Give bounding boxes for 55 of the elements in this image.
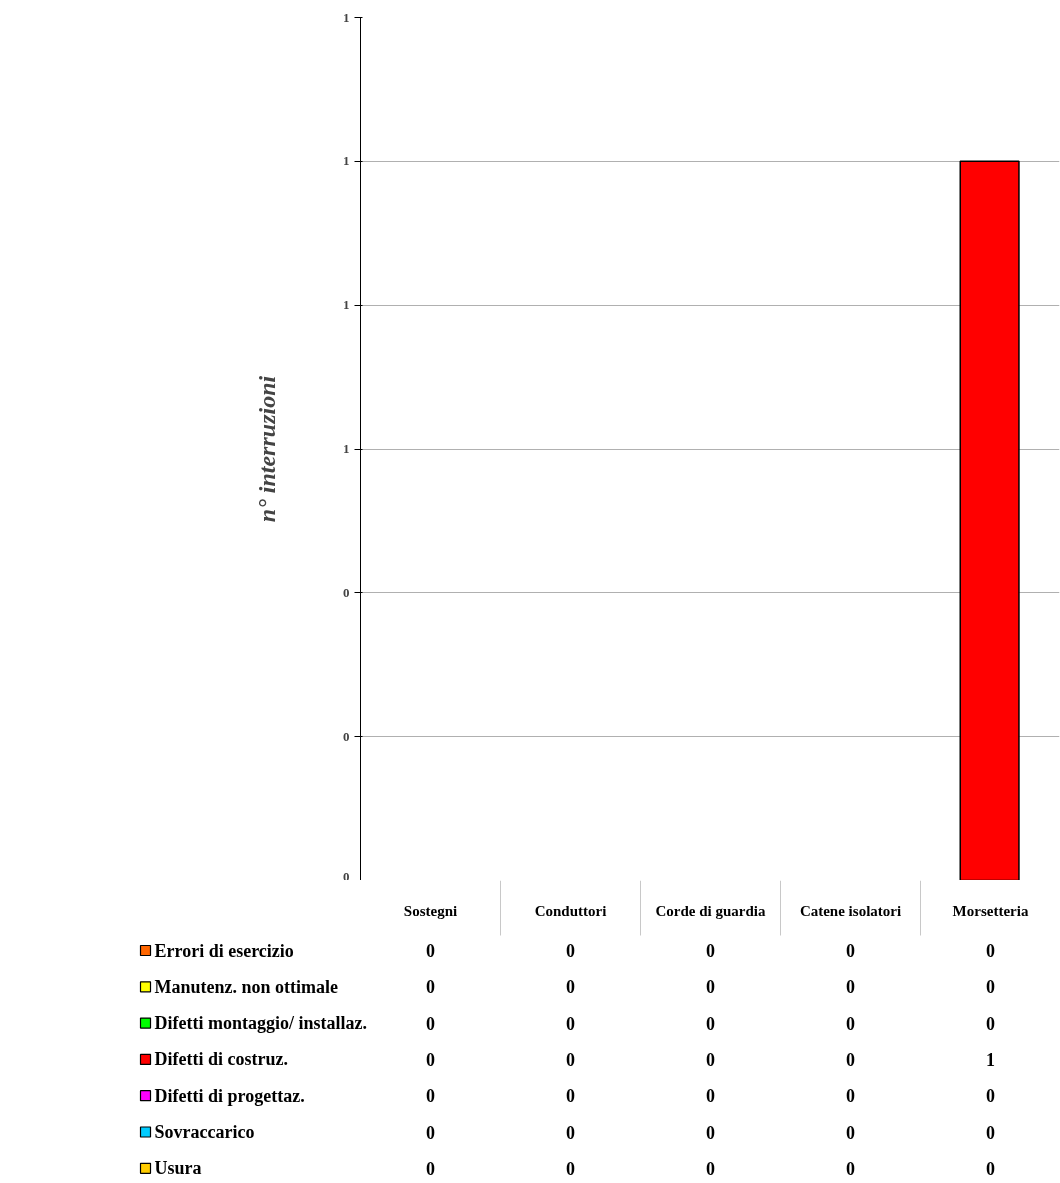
x-tick-label: Catene isolatori [799,902,902,919]
data-label: 0 [986,977,995,998]
data-label: 0 [846,977,855,998]
y-axis-title: n° interruzioni [254,375,280,523]
data-label: 0 [566,1049,575,1070]
data-label: 0 [706,1086,715,1107]
data-label: 0 [426,1013,435,1034]
data-label: 0 [426,1158,435,1179]
data-label: 0 [566,1086,575,1107]
x-tick-label: Sostegni [403,902,458,919]
legend-label: Difetti di costruz. [154,1049,288,1070]
x-tick-label: Morsetteria [952,902,1029,919]
data-label: 0 [426,1086,435,1107]
data-label: 0 [426,941,435,961]
data-label: 0 [986,1013,995,1034]
y-tick-label: 0 [343,728,350,744]
data-label: 0 [986,1086,995,1107]
data-label: 0 [986,1122,995,1143]
data-label: 0 [706,977,715,998]
y-tick-label: 1 [343,297,350,313]
x-tick-label: Corde di guardia [655,902,766,919]
data-label: 0 [846,1013,855,1034]
y-tick-label: 1 [343,153,350,169]
y-tick-label: 1 [343,9,350,25]
data-label: 0 [566,1158,575,1179]
data-label: 0 [706,1122,715,1143]
data-label: 0 [566,1122,575,1143]
legend-label: Difetti montaggio/ installaz. [154,1013,367,1034]
legend-label: Errori di esercizio [154,940,294,961]
data-label: 0 [846,1086,855,1107]
data-label: 0 [846,1158,855,1179]
data-label: 0 [426,1122,435,1143]
data-label: 0 [986,1158,995,1179]
data-label: 0 [566,1013,575,1034]
y-tick-label: 1 [343,441,350,456]
data-label: 0 [426,1049,435,1070]
legend-label: Usura [154,1158,202,1179]
legend-label: Manutenz. non ottimale [154,976,338,997]
x-tick-label: Conduttori [534,902,607,919]
data-label: 0 [426,977,435,998]
data-label: 0 [706,941,715,961]
legend-label: Difetti di progettaz. [154,1085,305,1106]
data-label: 1 [986,1049,995,1070]
data-label: 0 [706,1049,715,1070]
data-label: 0 [706,1158,715,1179]
legend-label: Sovraccarico [154,1122,255,1142]
y-tick-label: 0 [343,584,350,600]
data-label: 0 [566,977,575,998]
data-label: 0 [986,941,995,961]
data-label: 0 [566,941,575,961]
data-label: 0 [706,1013,715,1034]
data-label: 0 [846,1049,855,1070]
data-label: 0 [846,1122,855,1143]
y-tick-label: 0 [343,868,350,884]
data-label: 0 [846,941,855,961]
